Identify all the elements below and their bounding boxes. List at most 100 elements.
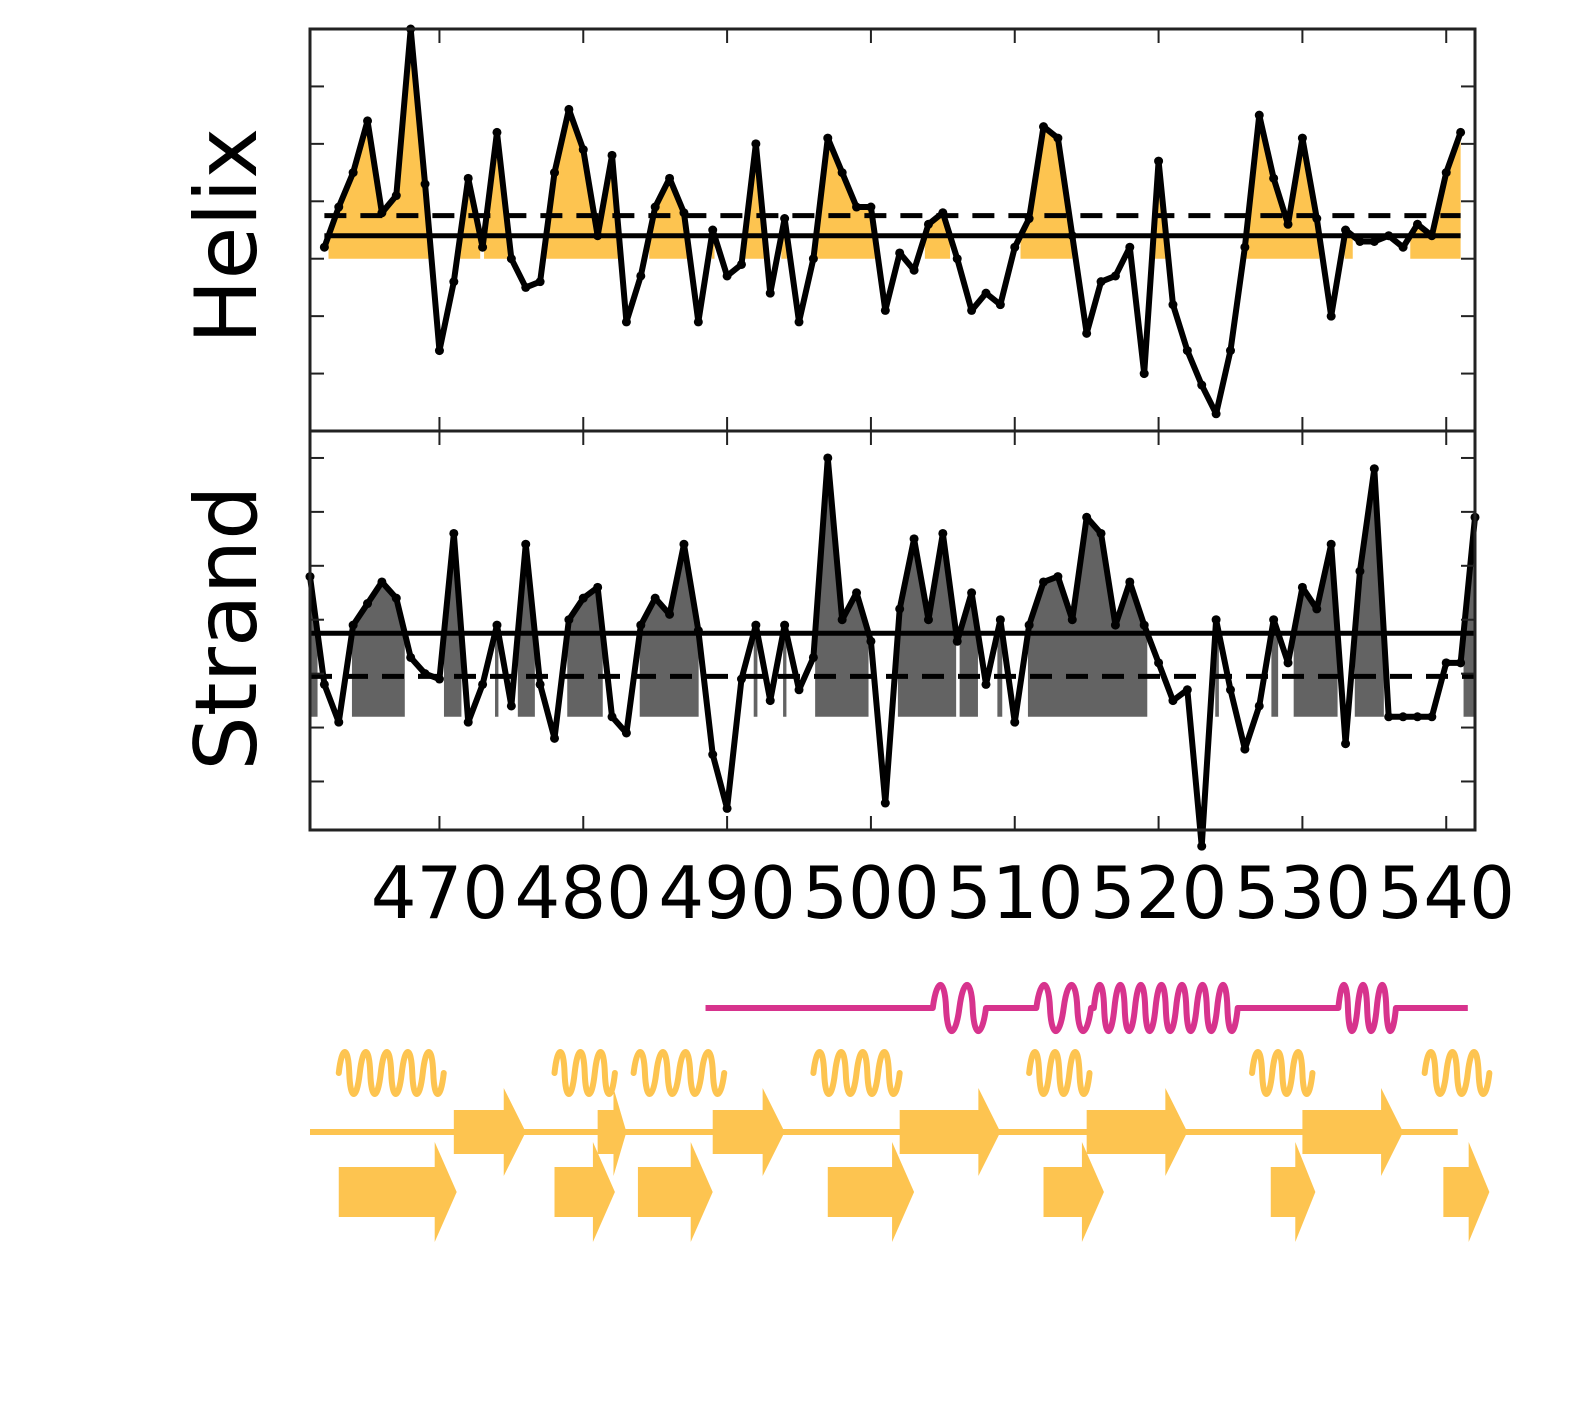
helix-data-point <box>1456 127 1466 137</box>
orange-helix-icon <box>551 1049 618 1097</box>
orange-strand-arrow <box>1443 1142 1490 1242</box>
orange-strand-arrow <box>1270 1142 1316 1242</box>
helix-data-point <box>823 133 833 143</box>
orange-helix-icon <box>1249 1049 1316 1097</box>
helix-data-point <box>1053 133 1063 143</box>
strand-data-point <box>823 453 833 463</box>
helix-data-point <box>593 231 603 241</box>
helix-data-point <box>1154 156 1164 166</box>
orange-helix-icon <box>1026 1049 1093 1097</box>
helix-data-point <box>449 277 459 287</box>
strand-data-point <box>1297 582 1307 592</box>
helix-data-point <box>1211 409 1221 419</box>
strand-data-point <box>852 588 862 598</box>
helix-data-point <box>391 191 401 201</box>
strand-data-point <box>348 620 358 630</box>
strand-data-point <box>665 609 675 619</box>
strand-data-point <box>593 582 603 592</box>
strand-fill-region <box>639 544 699 717</box>
helix-data-point <box>607 150 617 160</box>
strand-fill-region <box>351 581 405 717</box>
helix-data-point <box>837 168 847 178</box>
strand-data-point <box>391 593 401 603</box>
helix-data-point <box>521 282 531 292</box>
helix-data-point <box>1326 311 1336 321</box>
helix-data-point <box>1039 122 1049 132</box>
helix-data-point <box>679 208 689 218</box>
strand-series <box>305 453 1480 851</box>
helix-data-point <box>1024 214 1034 224</box>
strand-data-point <box>1024 620 1034 630</box>
strand-data-point <box>1039 577 1049 587</box>
strand-data-point <box>1412 712 1422 722</box>
strand-data-point <box>794 685 804 695</box>
strand-fill-region <box>1271 619 1279 717</box>
helix-data-point <box>880 305 890 315</box>
helix-data-point <box>1139 369 1149 379</box>
strand-data-point <box>636 620 646 630</box>
strand-panel <box>305 429 1480 851</box>
helix-data-point <box>708 225 718 235</box>
strand-data-point <box>578 593 588 603</box>
helix-data-point <box>492 127 502 137</box>
orange-strand-arrow <box>1043 1142 1104 1242</box>
strand-data-point <box>1197 841 1207 851</box>
helix-data-point <box>1240 242 1250 252</box>
helix-data-point <box>967 305 977 315</box>
x-tick-label: 540 <box>1378 851 1515 935</box>
helix-data-point <box>1427 231 1437 241</box>
helix-data-point <box>736 259 746 269</box>
helix-data-point <box>463 173 473 183</box>
helix-data-point <box>909 265 919 275</box>
strand-data-point <box>363 599 373 609</box>
helix-data-point <box>895 248 905 258</box>
strand-data-point <box>938 528 948 538</box>
strand-data-point <box>895 604 905 614</box>
orange-helix-icon <box>630 1049 728 1097</box>
helix-ticks <box>310 29 1475 431</box>
x-tick-label: 510 <box>946 851 1083 935</box>
strand-data-point <box>722 803 732 813</box>
helix-data-point <box>1441 168 1451 178</box>
pink-helix-icon <box>1033 982 1094 1034</box>
strand-data-point <box>866 636 876 646</box>
strand-fill-region <box>1027 517 1148 717</box>
helix-data-point <box>1355 236 1365 246</box>
helix-data-point <box>751 139 761 149</box>
strand-ylabel: Strand <box>177 485 277 770</box>
strand-data-point <box>995 615 1005 625</box>
helix-data-point <box>765 288 775 298</box>
strand-fill-region <box>783 625 787 717</box>
helix-data-point <box>1082 328 1092 338</box>
strand-data-point <box>1182 685 1192 695</box>
strand-data-point <box>808 652 818 662</box>
helix-data-point <box>1312 214 1322 224</box>
strand-data-point <box>952 636 962 646</box>
strand-data-point <box>1456 658 1466 668</box>
strand-data-point <box>780 620 790 630</box>
strand-data-point <box>1082 512 1092 522</box>
strand-fill-region <box>1293 544 1338 717</box>
helix-data-point <box>665 173 675 183</box>
helix-data-point <box>377 208 387 218</box>
x-tick-label: 520 <box>1090 851 1227 935</box>
orange-strand-arrow <box>827 1142 915 1242</box>
strand-data-point <box>506 701 516 711</box>
orange-strand-arrow <box>637 1142 713 1242</box>
strand-data-point <box>377 577 387 587</box>
orange-strand-arrow <box>712 1088 785 1176</box>
helix-fill-region <box>744 143 765 259</box>
helix-data-point <box>334 202 344 212</box>
helix-data-point <box>1297 133 1307 143</box>
strand-data-point <box>1283 658 1293 668</box>
helix-data-point <box>1412 219 1422 229</box>
helix-data-point <box>550 168 560 178</box>
helix-series-line <box>321 26 1464 417</box>
helix-data-point <box>1125 242 1135 252</box>
orange-strand-arrow <box>338 1142 457 1242</box>
orange-strand-arrow <box>899 1088 1001 1176</box>
strand-data-point <box>449 528 459 538</box>
strand-series-line <box>307 454 1478 850</box>
helix-data-point <box>794 317 804 327</box>
